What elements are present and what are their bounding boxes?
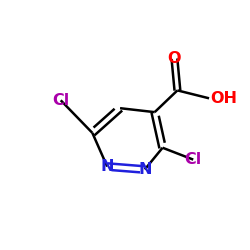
Text: O: O <box>168 51 181 66</box>
Text: N: N <box>100 159 114 174</box>
Text: N: N <box>138 162 151 177</box>
Text: OH: OH <box>210 91 237 106</box>
Text: Cl: Cl <box>52 93 69 108</box>
Text: Cl: Cl <box>184 152 202 167</box>
